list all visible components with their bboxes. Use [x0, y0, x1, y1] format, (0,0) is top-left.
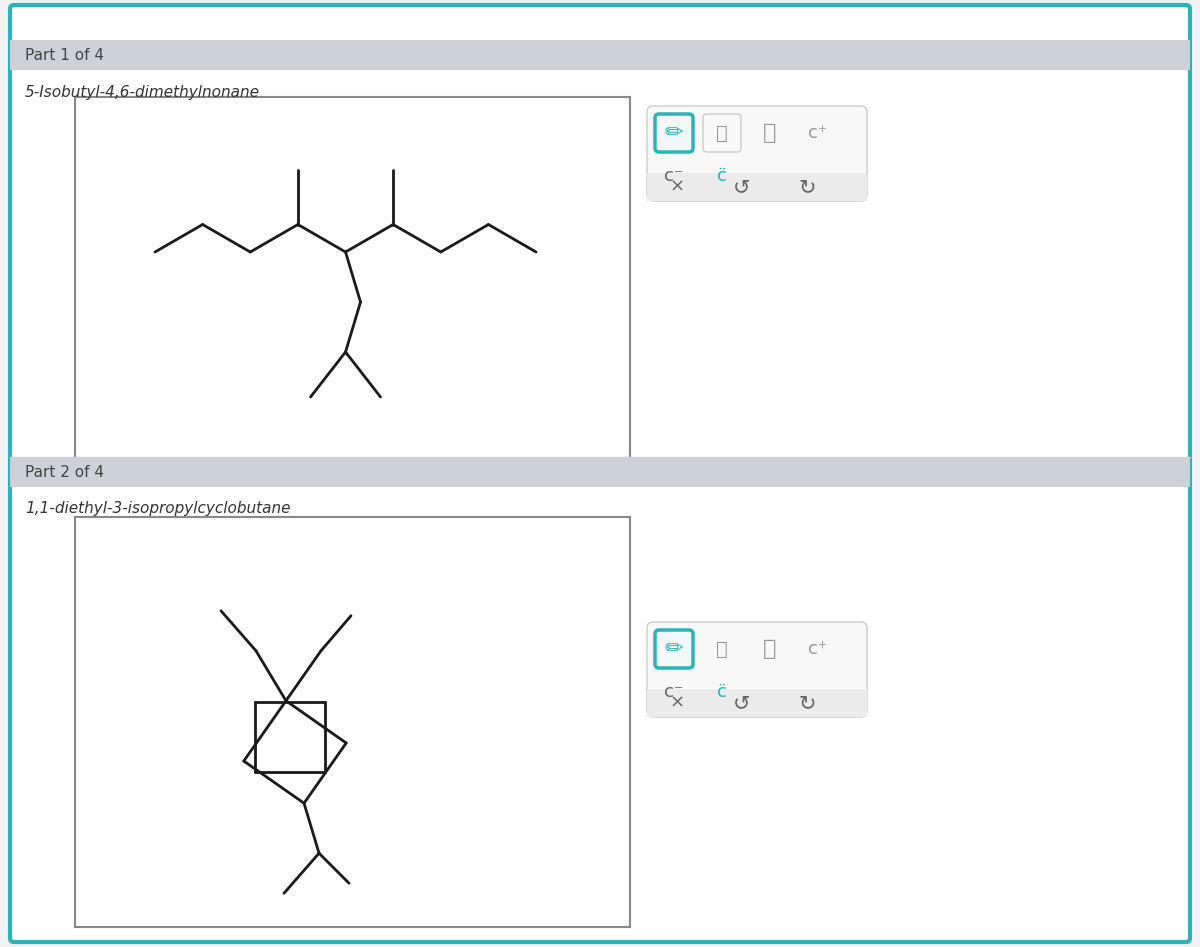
FancyBboxPatch shape	[10, 5, 1190, 942]
Text: ↺: ↺	[733, 693, 751, 713]
Text: c⁻: c⁻	[665, 167, 684, 185]
Text: c̈: c̈	[718, 683, 727, 701]
Text: ↻: ↻	[798, 693, 816, 713]
Text: ✋: ✋	[763, 123, 776, 143]
Text: c⁺: c⁺	[809, 124, 828, 142]
Text: c⁺: c⁺	[809, 640, 828, 658]
Text: Part 1 of 4: Part 1 of 4	[25, 47, 104, 63]
FancyBboxPatch shape	[655, 114, 694, 152]
Bar	[647, 173, 866, 201]
FancyBboxPatch shape	[647, 622, 866, 717]
Text: ✋: ✋	[763, 639, 776, 659]
Text: c̈: c̈	[718, 167, 727, 185]
Text: ✏: ✏	[665, 123, 683, 143]
Text: ↻: ↻	[798, 177, 816, 197]
FancyBboxPatch shape	[647, 106, 866, 201]
Text: ×: ×	[670, 178, 684, 196]
Text: 1,1-diethyl-3-isopropylcyclobutane: 1,1-diethyl-3-isopropylcyclobutane	[25, 502, 290, 516]
Bar	[10, 40, 1190, 70]
Text: ↺: ↺	[733, 177, 751, 197]
Text: Part 2 of 4: Part 2 of 4	[25, 464, 104, 479]
Text: ×: ×	[670, 694, 684, 712]
FancyBboxPatch shape	[703, 114, 742, 152]
Text: ✏: ✏	[665, 639, 683, 659]
Bar	[74, 97, 630, 477]
Bar	[647, 689, 866, 717]
Text: c⁻: c⁻	[665, 683, 684, 701]
Text: ⬜: ⬜	[716, 639, 728, 658]
Text: 5-Isobutyl-4,6-dimethylnonane: 5-Isobutyl-4,6-dimethylnonane	[25, 84, 260, 99]
Bar	[74, 517, 630, 927]
Bar	[10, 457, 1190, 487]
FancyBboxPatch shape	[655, 630, 694, 668]
Text: ⬜: ⬜	[716, 123, 728, 142]
